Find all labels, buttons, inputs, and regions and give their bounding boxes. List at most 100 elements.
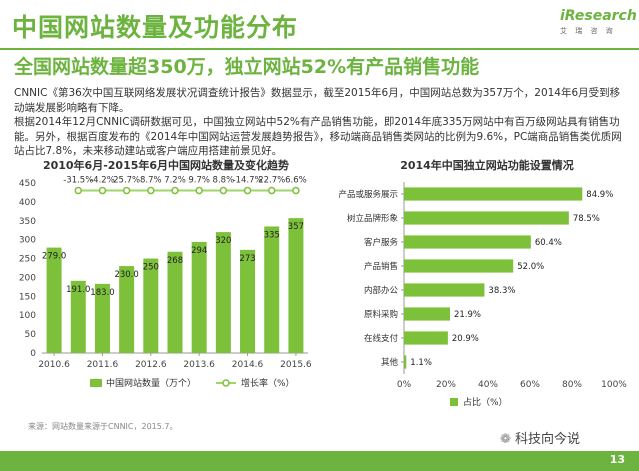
bar-value-label: 183.0 — [90, 288, 114, 298]
bar-2011.6 — [94, 283, 110, 353]
growth-value-label: 25.7% — [113, 176, 140, 186]
page-subtitle: 全国网站数量超350万，独立网站52%有产品销售功能 — [14, 56, 480, 78]
growth-value-label: 8.8% — [213, 176, 235, 186]
chart-title: 2010年6月-2015年6月中国网站数量及变化趋势 — [43, 158, 289, 172]
source-note: 来源：网站数量来源于CNNIC，2015.7。 — [28, 422, 178, 431]
category-label: 产品或服务展示 — [338, 189, 398, 200]
growth-value-label: 6.6% — [285, 176, 307, 186]
growth-point — [292, 186, 300, 195]
category-label: 客户服务 — [364, 237, 399, 248]
category-label: 树立品牌形象 — [347, 213, 399, 224]
bar-产品销售 — [404, 259, 514, 273]
x-tick-label: 40% — [478, 380, 498, 390]
wechat-watermark: ❁ 科技向今说 — [500, 428, 580, 447]
x-tick-label: 2011.6 — [87, 360, 119, 370]
x-tick-label: 0% — [397, 380, 412, 390]
bar-2013.6 — [191, 241, 207, 353]
legend-swatch — [450, 398, 458, 406]
growth-value-label: -14.7% — [233, 176, 263, 186]
x-tick-label: 2012.6 — [135, 360, 167, 370]
y-tick-label: 450 — [19, 179, 36, 189]
bar-2012.12 — [167, 251, 183, 353]
growth-point — [122, 186, 131, 195]
bar-value-label: 191.0 — [66, 285, 90, 295]
legend-line-marker — [222, 379, 230, 387]
y-tick-label: 50 — [25, 330, 37, 340]
bar-value-label: 357 — [288, 222, 304, 232]
bar-value-label: 279.0 — [42, 252, 66, 262]
bar-2014.6 — [240, 249, 256, 353]
bar-value-label: 320 — [215, 236, 231, 246]
growth-value-label: 7.2% — [164, 176, 186, 186]
growth-point — [98, 186, 107, 195]
bar-内部办公 — [404, 283, 485, 297]
chart-title: 2014年中国独立网站功能设置情况 — [400, 158, 574, 172]
x-tick-label: 20% — [436, 380, 456, 390]
page-title: 中国网站数量及功能分布 — [12, 13, 299, 42]
bar-2011.12 — [119, 266, 135, 353]
growth-value-label: 8.7% — [140, 176, 162, 186]
category-label: 产品销售 — [364, 261, 398, 272]
category-label: 原料采购 — [364, 309, 398, 320]
category-label: 在线支付 — [364, 333, 399, 344]
legend-line-label: 增长率（%） — [241, 377, 295, 389]
bar-2014.12 — [264, 226, 280, 353]
footer-bar — [0, 451, 639, 471]
bar-2013.12 — [215, 232, 231, 353]
bar-2015.6 — [288, 218, 304, 353]
logo-text: iResearch — [560, 8, 637, 24]
bar-value-label: 78.5% — [573, 214, 600, 224]
bar-客户服务 — [404, 235, 531, 249]
y-tick-label: 0 — [30, 349, 36, 359]
bar-value-label: 21.9% — [454, 310, 481, 320]
bar-2010.6 — [46, 247, 62, 353]
logo-subtext: 艾 瑞 咨 询 — [560, 27, 616, 35]
site-function-chart: 2014年中国独立网站功能设置情况 0% 20% 40% 60% 80% 100% 产品或… — [338, 158, 627, 408]
bar-2012.6 — [143, 258, 159, 353]
category-label: 其他 — [381, 357, 399, 368]
wechat-icon: ❁ — [500, 432, 516, 447]
growth-value-label: -4.2% — [90, 176, 115, 186]
growth-point — [147, 186, 155, 195]
legend-bar-swatch — [90, 379, 102, 387]
wechat-label: 科技向今说 — [515, 432, 581, 447]
body-paragraph-2: 根据2014年12月CNNIC调研数据可见，中国独立网站中52%有产品销售功能，… — [14, 116, 622, 157]
growth-point — [171, 186, 179, 195]
category-label: 内部办公 — [364, 285, 399, 296]
y-tick-label: 200 — [19, 273, 36, 283]
x-tick-label: 60% — [520, 380, 540, 390]
bar-value-label: 273 — [239, 254, 255, 264]
y-tick-label: 350 — [19, 217, 36, 227]
bar-value-label: 60.4% — [535, 238, 562, 248]
bar-其他 — [404, 355, 407, 369]
bar-value-label: 38.3% — [488, 286, 515, 296]
y-tick-label: 400 — [19, 198, 36, 208]
bar-value-label: 20.9% — [452, 334, 479, 344]
legend-bar-label: 中国网站数量（万个） — [106, 377, 196, 389]
website-count-chart: 2010年6月-2015年6月中国网站数量及变化趋势 0 50 100 150 200 2… — [19, 158, 312, 389]
bar-value-label: 1.1% — [410, 358, 432, 368]
bar-在线支付 — [404, 331, 448, 345]
bar-树立品牌形象 — [404, 211, 569, 225]
y-tick-label: 100 — [19, 311, 36, 321]
growth-point — [267, 186, 276, 195]
bar-value-label: 268 — [167, 256, 183, 266]
bar-value-label: 230.0 — [114, 270, 138, 280]
bar-2010.12 — [70, 280, 86, 353]
page-number: 13 — [609, 453, 625, 466]
growth-point — [195, 186, 203, 195]
body-paragraph-1: CNNIC《第36次中国互联网络发展状况调查统计报告》数据显示，截至2015年6… — [14, 87, 621, 114]
x-tick-label: 80% — [562, 380, 582, 390]
growth-value-label: 22.7% — [258, 176, 285, 186]
title-divider — [0, 48, 639, 50]
x-tick-label: 2013.6 — [183, 360, 215, 370]
bar-value-label: 294 — [191, 246, 207, 256]
y-tick-label: 250 — [19, 255, 36, 265]
x-tick-label: 2015.6 — [280, 360, 312, 370]
growth-value-label: 9.7% — [188, 176, 210, 186]
legend-label: 占比（%） — [463, 396, 508, 408]
y-tick-label: 150 — [19, 292, 36, 302]
bar-value-label: 335 — [264, 230, 280, 240]
iresearch-logo: iResearch 艾 瑞 咨 询 — [560, 8, 637, 42]
growth-point — [219, 186, 228, 195]
